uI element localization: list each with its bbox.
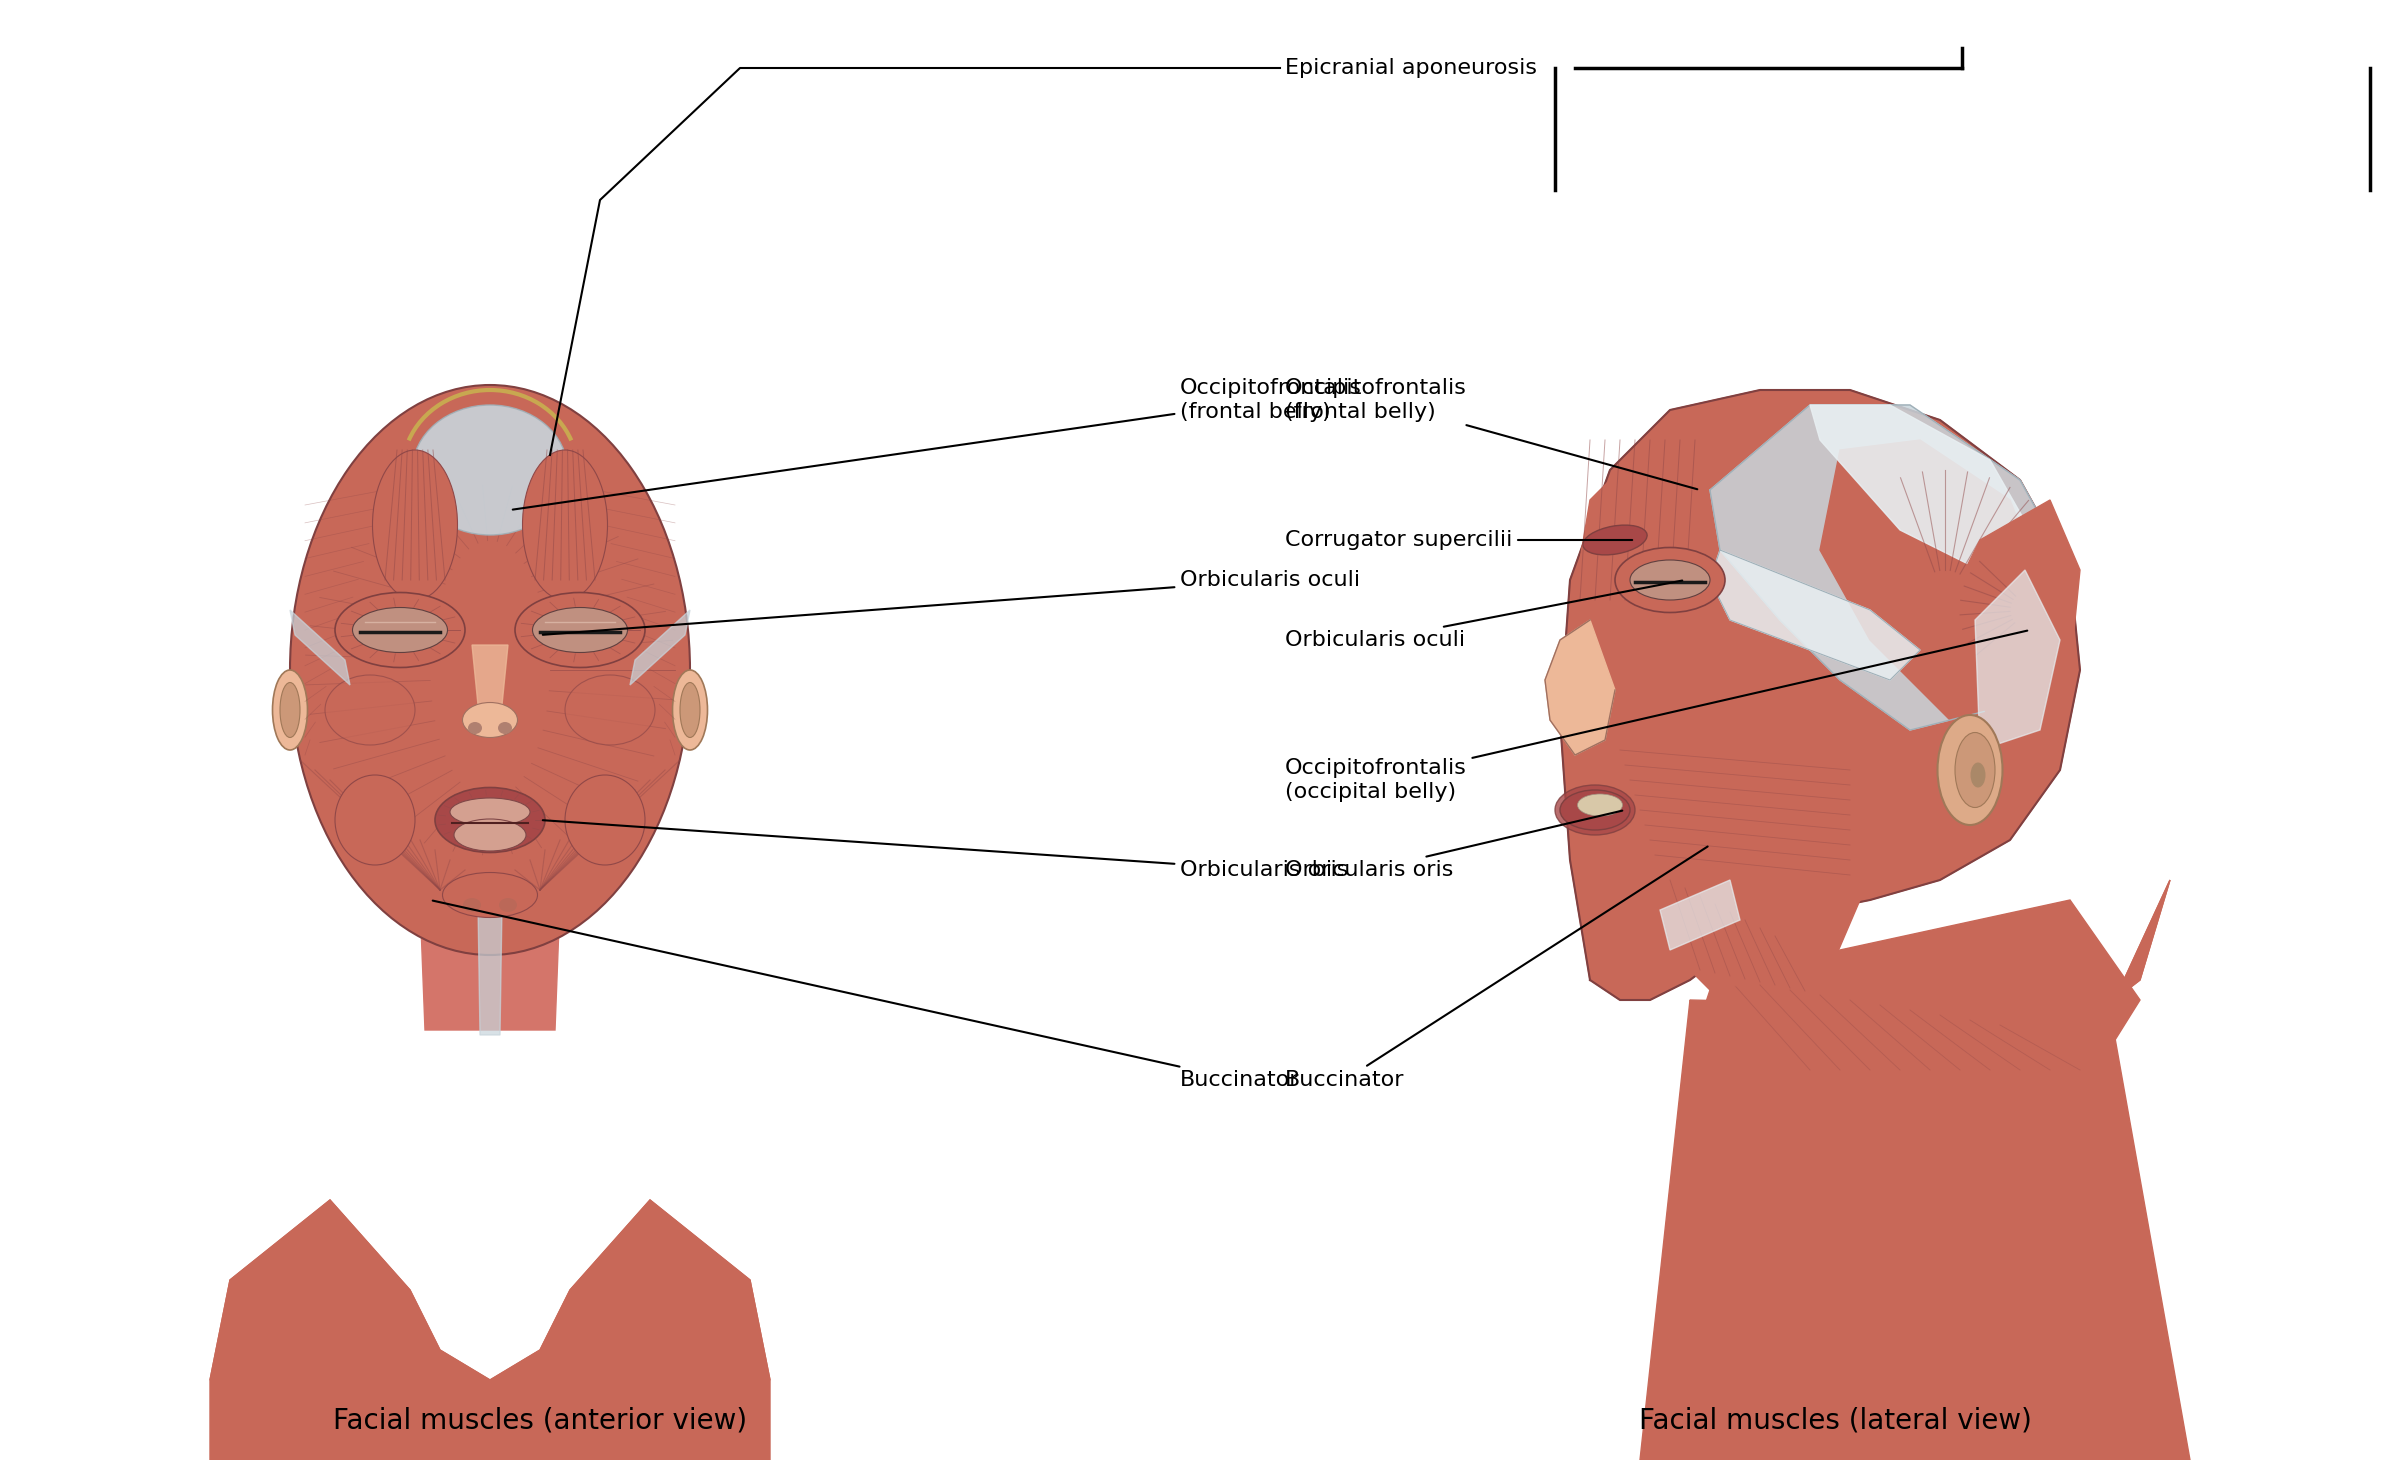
Polygon shape xyxy=(1709,404,2070,730)
Ellipse shape xyxy=(1615,548,1726,613)
Ellipse shape xyxy=(455,819,527,851)
Ellipse shape xyxy=(1954,733,1995,807)
Polygon shape xyxy=(472,645,508,705)
Polygon shape xyxy=(1661,880,1740,950)
Ellipse shape xyxy=(1971,762,1986,787)
Text: Buccinator: Buccinator xyxy=(1285,847,1707,1091)
Polygon shape xyxy=(1560,390,2080,1000)
Ellipse shape xyxy=(1560,790,1630,829)
Polygon shape xyxy=(1810,404,2029,569)
Polygon shape xyxy=(1690,880,2171,1080)
Polygon shape xyxy=(1709,550,1921,680)
Text: Orbicularis oculi: Orbicularis oculi xyxy=(542,569,1360,635)
Ellipse shape xyxy=(498,898,518,912)
Ellipse shape xyxy=(325,675,414,745)
Text: Occipitofrontalis
(frontal belly): Occipitofrontalis (frontal belly) xyxy=(1285,378,1697,489)
Text: Orbicularis oris: Orbicularis oris xyxy=(1285,810,1622,880)
Ellipse shape xyxy=(1938,715,2003,825)
Ellipse shape xyxy=(566,775,645,864)
Ellipse shape xyxy=(522,450,607,600)
Polygon shape xyxy=(479,905,503,1035)
Polygon shape xyxy=(1699,899,2140,1080)
Ellipse shape xyxy=(351,607,448,653)
Text: Orbicularis oris: Orbicularis oris xyxy=(542,821,1348,880)
Ellipse shape xyxy=(462,702,518,737)
Ellipse shape xyxy=(498,723,513,734)
Polygon shape xyxy=(1639,880,2190,1460)
Ellipse shape xyxy=(450,799,530,826)
Ellipse shape xyxy=(672,670,708,750)
Text: Corrugator supercilii: Corrugator supercilii xyxy=(1285,530,1632,550)
Ellipse shape xyxy=(566,675,655,745)
Text: Epicranial aponeurosis: Epicranial aponeurosis xyxy=(1285,58,1538,77)
Polygon shape xyxy=(1976,569,2060,750)
Ellipse shape xyxy=(335,775,414,864)
Polygon shape xyxy=(631,610,691,685)
Ellipse shape xyxy=(1555,785,1634,835)
Polygon shape xyxy=(1940,499,2080,750)
Polygon shape xyxy=(1591,720,1889,870)
Ellipse shape xyxy=(681,682,700,737)
Polygon shape xyxy=(1651,800,1861,990)
Ellipse shape xyxy=(373,450,457,600)
Ellipse shape xyxy=(289,385,691,955)
Ellipse shape xyxy=(1630,561,1709,600)
Text: Facial muscles (anterior view): Facial muscles (anterior view) xyxy=(332,1406,746,1434)
Text: Buccinator: Buccinator xyxy=(433,901,1300,1091)
Ellipse shape xyxy=(412,404,568,534)
Ellipse shape xyxy=(462,898,481,912)
Polygon shape xyxy=(419,899,561,1029)
Ellipse shape xyxy=(436,787,544,853)
Ellipse shape xyxy=(443,873,537,917)
Polygon shape xyxy=(289,610,349,685)
Ellipse shape xyxy=(279,682,301,737)
Ellipse shape xyxy=(532,607,628,653)
Polygon shape xyxy=(209,1200,770,1380)
Text: Facial muscles (lateral view): Facial muscles (lateral view) xyxy=(1639,1406,2032,1434)
Ellipse shape xyxy=(467,723,481,734)
Ellipse shape xyxy=(1577,794,1622,816)
Polygon shape xyxy=(1820,439,2051,720)
Text: Occipitofrontalis
(occipital belly): Occipitofrontalis (occipital belly) xyxy=(1285,631,2027,802)
Ellipse shape xyxy=(1584,526,1646,555)
Polygon shape xyxy=(1569,420,1709,620)
Ellipse shape xyxy=(335,593,465,667)
Text: Occipitofrontalis
(frontal belly): Occipitofrontalis (frontal belly) xyxy=(513,378,1362,510)
Polygon shape xyxy=(1545,620,1615,755)
Ellipse shape xyxy=(515,593,645,667)
Ellipse shape xyxy=(272,670,308,750)
Text: Orbicularis oculi: Orbicularis oculi xyxy=(1285,581,1682,650)
Polygon shape xyxy=(209,1200,770,1460)
